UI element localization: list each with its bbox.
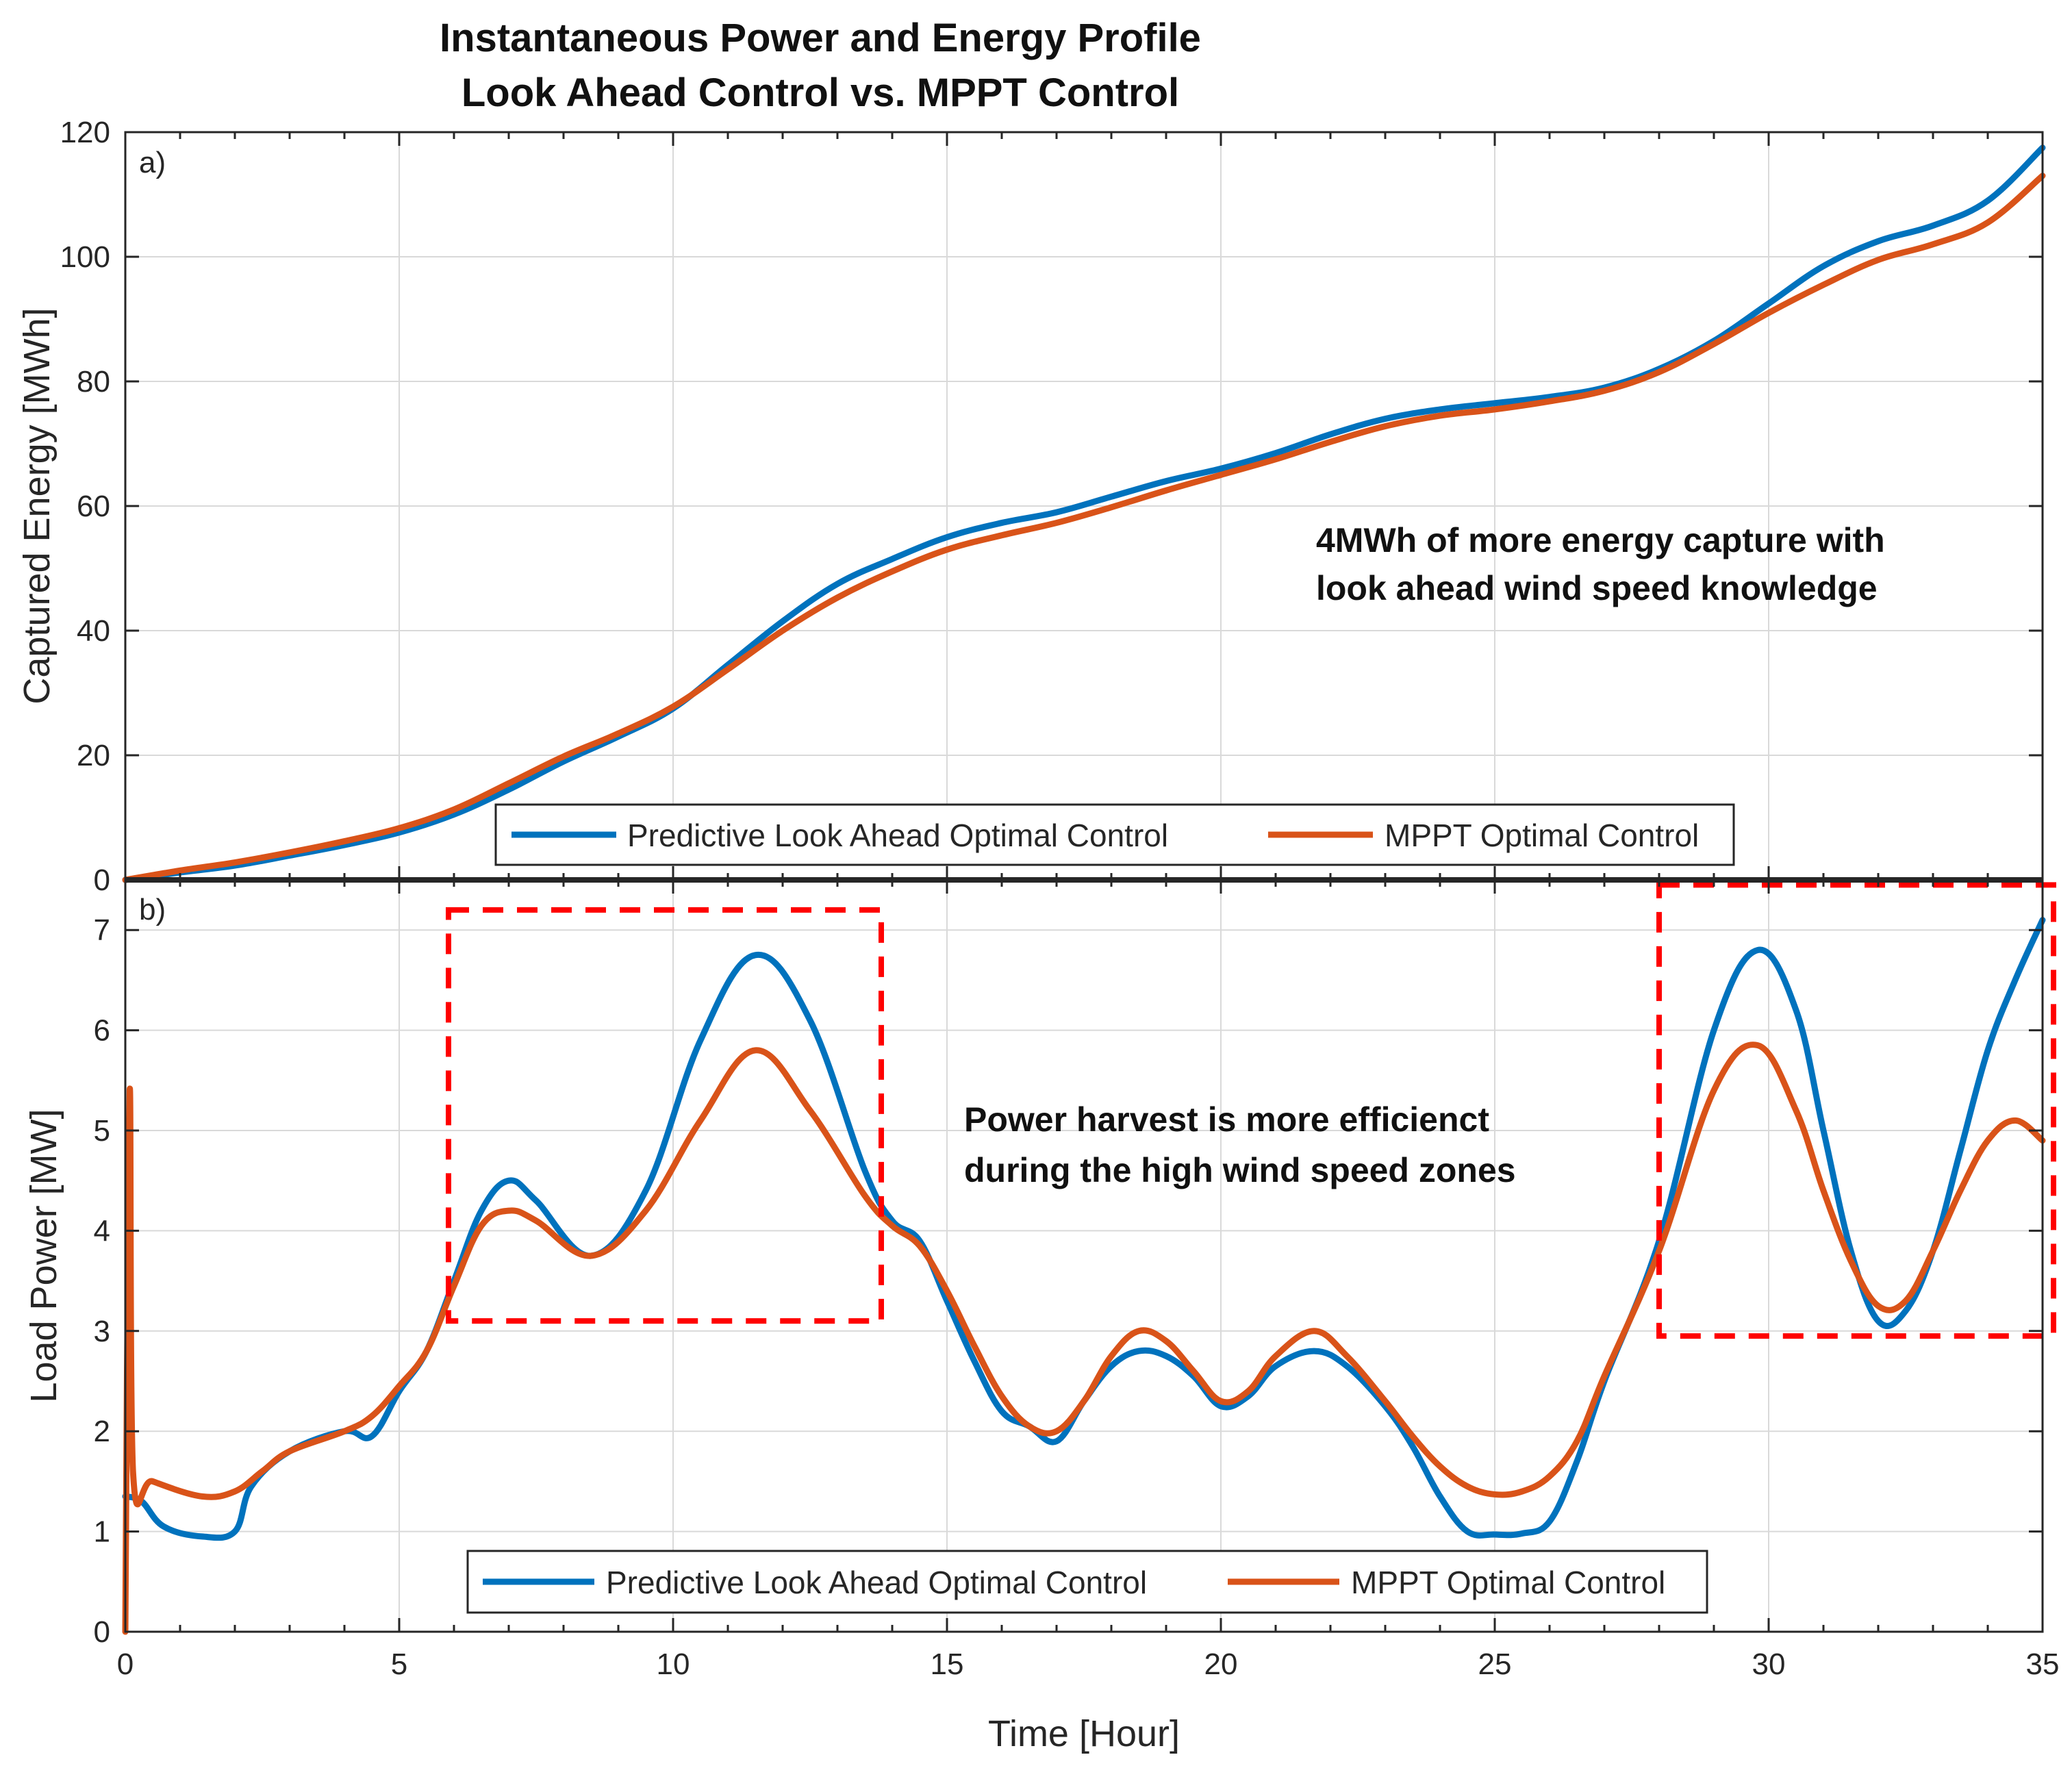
panel-b-legend-label-predictive: Predictive Look Ahead Optimal Control xyxy=(606,1565,1147,1600)
panel-b-ticks: 0 5 10 15 20 25 30 35 0 1 2 3 4 5 6 7 xyxy=(94,880,2060,1681)
panel-b-series xyxy=(122,917,2046,1635)
panel-b-xtick-label: 25 xyxy=(1478,1647,1512,1681)
panel-b-highlight-boxes xyxy=(446,882,2056,1339)
panel-b-annotation-line1: Power harvest is more efficienct xyxy=(964,1100,1489,1139)
panel-a-ticks: 0 20 40 60 80 100 120 xyxy=(60,116,2044,897)
panel-a-ytick-label: 0 xyxy=(94,863,110,897)
panel-b-label: b) xyxy=(139,893,166,926)
panel-a-ytick-label: 40 xyxy=(77,614,110,648)
panel-a-ytick-label: 100 xyxy=(60,240,110,274)
chart-title-line2: Look Ahead Control vs. MPPT Control xyxy=(462,71,1179,115)
panel-b-series-predictive xyxy=(122,917,2046,1541)
chart-title-line1: Instantaneous Power and Energy Profile xyxy=(440,16,1201,60)
panel-a-annotation-line2: look ahead wind speed knowledge xyxy=(1316,569,1878,607)
panel-a-ylabel: Captured Energy [MWh] xyxy=(16,307,58,704)
panel-b-xlabel: Time [Hour] xyxy=(988,1713,1180,1754)
panel-a-ytick-label: 80 xyxy=(77,365,110,399)
panel-b-legend-label-mppt: MPPT Optimal Control xyxy=(1351,1565,1665,1600)
panel-b-ytick-label: 3 xyxy=(94,1315,110,1348)
panel-b-ytick-label: 5 xyxy=(94,1114,110,1148)
panel-a-legend: Predictive Look Ahead Optimal Control MP… xyxy=(494,803,1735,866)
panel-a-legend-box xyxy=(494,803,1735,866)
panel-b-ylabel: Load Power [MW] xyxy=(23,1109,64,1402)
panel-b-highlight-box-2 xyxy=(1656,882,2056,1339)
panel-b-xtick-label: 20 xyxy=(1204,1647,1238,1681)
panel-b-ytick-label: 2 xyxy=(94,1415,110,1448)
panel-b-legend-box xyxy=(466,1550,1708,1614)
panel-b-ytick-label: 4 xyxy=(94,1214,110,1248)
panel-a-series-mppt xyxy=(122,173,2046,883)
panel-a: 0 20 40 60 80 100 120 a) 4MWh of more energy c… xyxy=(16,116,2046,897)
panel-a-grid xyxy=(125,131,2043,881)
panel-a-series xyxy=(122,144,2046,883)
panel-b-ytick-label: 7 xyxy=(94,913,110,947)
panel-b-legend: Predictive Look Ahead Optimal Control MP… xyxy=(466,1550,1708,1614)
panel-b-frame xyxy=(124,879,2044,1633)
panel-b-xtick-label: 0 xyxy=(117,1647,134,1681)
panel-a-series-predictive xyxy=(122,144,2046,883)
panel-b-xtick-label: 30 xyxy=(1752,1647,1786,1681)
panel-b-ytick-label: 6 xyxy=(94,1014,110,1048)
panel-a-label: a) xyxy=(139,146,166,179)
panel-b-xtick-label: 5 xyxy=(391,1647,407,1681)
panel-b-highlight-box-1 xyxy=(446,907,884,1324)
panel-a-ytick-label: 120 xyxy=(60,116,110,149)
panel-b: 0 5 10 15 20 25 30 35 0 1 2 3 4 5 6 7 b) Power harvest … xyxy=(23,879,2060,1754)
panel-a-legend-label-mppt: MPPT Optimal Control xyxy=(1385,818,1699,853)
panel-b-xtick-label: 15 xyxy=(931,1647,964,1681)
panel-b-xtick-label: 35 xyxy=(2026,1647,2060,1681)
panel-b-xtick-label: 10 xyxy=(657,1647,690,1681)
panel-b-series-mppt xyxy=(122,1041,2046,1635)
panel-b-ytick-label: 0 xyxy=(94,1615,110,1649)
panel-a-annotation-line1: 4MWh of more energy capture with xyxy=(1316,521,1885,559)
panel-b-grid xyxy=(125,880,2043,1632)
panel-a-ytick-label: 60 xyxy=(77,490,110,523)
panel-b-annotation-line2: during the high wind speed zones xyxy=(964,1151,1516,1189)
panel-b-ytick-label: 1 xyxy=(94,1515,110,1549)
panel-a-legend-label-predictive: Predictive Look Ahead Optimal Control xyxy=(627,818,1168,853)
panel-a-ytick-label: 20 xyxy=(77,739,110,772)
